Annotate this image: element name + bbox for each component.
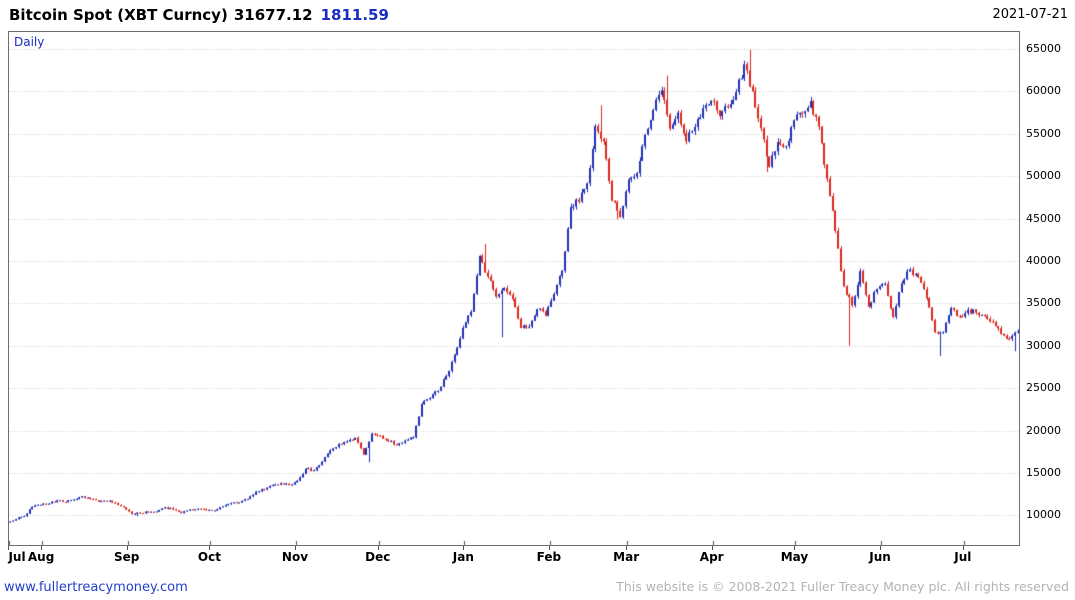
x-axis-tick (41, 546, 42, 550)
y-axis-label: 40000 (1026, 253, 1061, 267)
plot-area[interactable]: Daily (8, 31, 1020, 546)
instrument-title: Bitcoin Spot (XBT Curncy) (9, 6, 228, 24)
header: Bitcoin Spot (XBT Curncy) 31677.12 1811.59… (0, 0, 1075, 30)
y-axis-label: 10000 (1026, 508, 1061, 522)
x-axis-label: Mar (613, 550, 640, 564)
y-axis-label: 20000 (1026, 423, 1061, 437)
y-axis: 10000 15000 20000 25000 30000 35000 40000 45000… (1026, 31, 1074, 546)
x-axis-label: Dec (365, 550, 391, 564)
y-axis-label: 25000 (1026, 381, 1061, 395)
y-axis-label: 35000 (1026, 296, 1061, 310)
y-axis-label: 50000 (1026, 169, 1061, 183)
y-axis-label: 15000 (1026, 465, 1061, 479)
x-axis-label: Feb (536, 550, 562, 564)
x-axis-label: Sep (113, 550, 140, 564)
x-axis-tick (378, 546, 379, 550)
x-axis-label: Jul (954, 550, 972, 564)
x-axis-tick (209, 546, 210, 550)
footer: www.fullertreacymoney.com This website i… (0, 576, 1075, 600)
y-axis-label: 60000 (1026, 84, 1061, 98)
x-axis-tick (463, 546, 464, 550)
x-axis-tick (549, 546, 550, 550)
chart-date: 2021-07-21 (992, 7, 1068, 22)
x-axis-tick (626, 546, 627, 550)
y-axis-label: 55000 (1026, 126, 1061, 140)
x-axis-tick (712, 546, 713, 550)
x-axis-label: May (780, 550, 809, 564)
x-axis-label: Apr (699, 550, 724, 564)
x-axis-tick (880, 546, 881, 550)
x-axis-label: Oct (197, 550, 221, 564)
y-axis-label: 45000 (1026, 211, 1061, 225)
y-axis-label: 30000 (1026, 338, 1061, 352)
x-axis-tick (127, 546, 128, 550)
instrument-title-row: Bitcoin Spot (XBT Curncy) 31677.12 1811.59 (9, 6, 389, 24)
copyright-text: This website is © 2008-2021 Fuller Treac… (616, 579, 1069, 594)
price-change: 1811.59 (320, 6, 389, 24)
x-axis-label: Jul (8, 550, 26, 564)
x-axis-label: Aug (27, 550, 55, 564)
y-axis-label: 65000 (1026, 41, 1061, 55)
x-axis-tick (295, 546, 296, 550)
timeframe-label: Daily (14, 35, 45, 49)
x-axis-tick (963, 546, 964, 550)
last-price: 31677.12 (233, 6, 313, 24)
x-axis: Jul Aug Sep Oct Nov Dec Jan Feb Mar Apr May Jun Jul (8, 546, 1020, 566)
price-chart-canvas[interactable] (9, 32, 1019, 545)
x-axis-tick (794, 546, 795, 550)
x-axis-tick (8, 546, 9, 550)
site-link[interactable]: www.fullertreacymoney.com (4, 580, 188, 595)
x-axis-label: Nov (281, 550, 309, 564)
x-axis-label: Jun (869, 550, 891, 564)
x-axis-label: Jan (452, 550, 474, 564)
